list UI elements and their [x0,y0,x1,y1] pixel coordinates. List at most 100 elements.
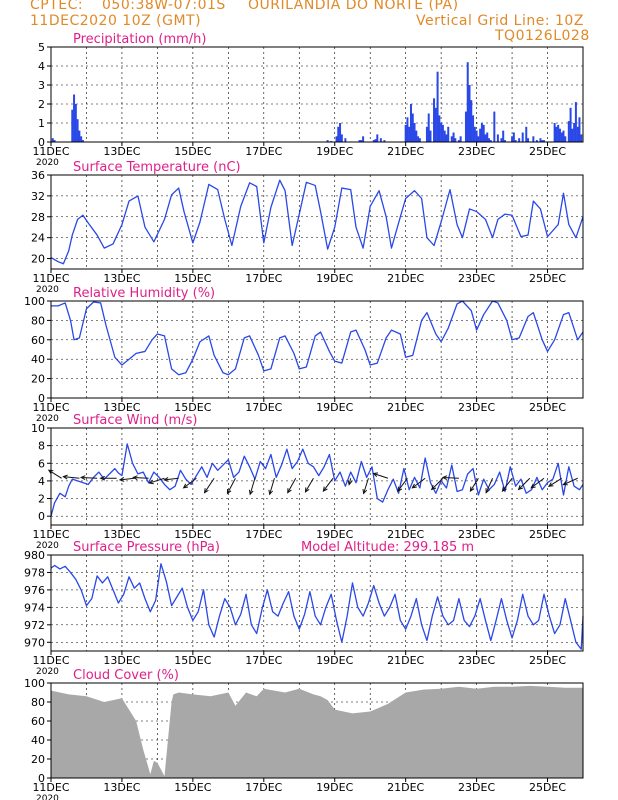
wind-arrow [287,478,297,493]
header-location: OURILANDIA DO NORTE (PA) [248,0,459,13]
precip-bar [496,134,499,142]
precip-bar [502,130,505,142]
precip-bar [434,107,437,142]
y-tick-label: 32 [31,190,45,203]
panel-title: Cloud Cover (%) [73,668,179,683]
x-tick-label: 23DEC [458,401,495,414]
precip-bar [360,140,363,142]
x-tick-label: 13DEC [103,528,140,541]
wind-arrow-head [62,474,68,480]
precip-bar [74,104,77,142]
y-tick-label: 100 [24,295,45,308]
precip-bar [340,134,343,142]
precip-bar [404,124,407,142]
precip-bar [569,107,572,142]
precip-bar [470,100,473,142]
wind-arrow [269,478,275,495]
x-tick-label: 23DEC [458,528,495,541]
wind-arrow-head [372,472,379,477]
panel-frame [50,46,584,143]
series-line [51,300,584,376]
year-label: 2020 [36,414,59,424]
y-tick-label: 2 [38,98,45,111]
precip-bar [73,94,76,142]
x-tick-label: 23DEC [458,272,495,285]
wind-arrow-head [287,488,292,494]
y-tick-label: 0 [38,772,45,785]
precip-bar [429,130,432,142]
precip-bar [445,134,448,142]
wind-arrow [548,477,562,487]
precip-bar [418,138,421,142]
wind-arrow-head [118,477,125,482]
wind-arrow-head [148,479,154,485]
x-tick-label: 25DEC [529,272,566,285]
precip-bar [464,111,467,142]
precip-bar [479,128,482,142]
precip-bar [555,126,558,142]
cloud-cover-area [51,685,583,778]
wind-arrow [412,477,426,489]
panel-annotation: Model Altitude: 299.185 m [301,540,474,555]
panel-title: Surface Temperature (nC) [73,160,241,175]
precip-bar [477,136,480,142]
x-tick-label: 19DEC [316,272,353,285]
precip-bar [512,132,515,142]
precip-bar [560,132,563,142]
y-tick-label: 974 [24,601,45,614]
panel-frame [50,554,584,652]
panel-6 [47,682,584,782]
precip-bar [415,130,418,142]
precip-bar [438,115,441,142]
y-tick-label: 976 [24,584,45,597]
precip-bar [452,132,455,142]
precip-bar [337,126,340,142]
precip-bar [541,140,544,142]
wind-arrow [322,477,334,492]
precip-bar [80,136,83,142]
y-tick-label: 0 [38,510,45,523]
y-tick-label: 1 [38,117,45,130]
y-tick-label: 80 [31,696,45,709]
series-line [50,443,584,517]
year-label: 2020 [36,158,59,168]
wind-arrow-head [517,485,524,491]
precip-bar [527,138,530,142]
wind-arrow [431,477,444,490]
wind-arrow [164,477,179,481]
header-date: 11DEC2020 10Z (GMT) [30,13,202,29]
header-coords: 050:38W-07:01S [102,0,226,13]
wind-arrow [119,477,135,481]
wind-arrow-head [99,475,105,481]
wind-arrow [530,477,545,489]
x-tick-label: 19DEC [316,401,353,414]
x-tick-label: 13DEC [103,654,140,667]
precip-bar [425,126,428,142]
wind-arrow [363,478,369,494]
precip-bar [326,140,329,142]
precip-bar [518,138,521,142]
header-source: CPTEC: [30,0,84,13]
x-tick-label: 21DEC [387,145,424,158]
precip-bar [573,123,576,142]
wind-arrow-head [304,487,310,493]
wind-arrow-head [397,486,403,492]
precip-bar [78,130,81,142]
x-tick-label: 11DEC [32,781,69,794]
x-tick-label: 17DEC [245,781,282,794]
precip-bar [379,138,382,142]
wind-arrow-head [362,488,368,495]
x-tick-label: 13DEC [103,272,140,285]
precip-bar [488,138,491,142]
precip-bar [374,139,377,142]
x-tick-label: 25DEC [529,145,566,158]
x-tick-label: 11DEC [32,272,69,285]
panel-4 [47,427,584,529]
wind-arrow-head [485,488,490,494]
precip-bar [406,117,409,142]
y-tick-label: 80 [31,314,45,327]
precip-bar [558,128,561,142]
precip-bar [489,140,492,142]
precip-bar [440,123,443,142]
